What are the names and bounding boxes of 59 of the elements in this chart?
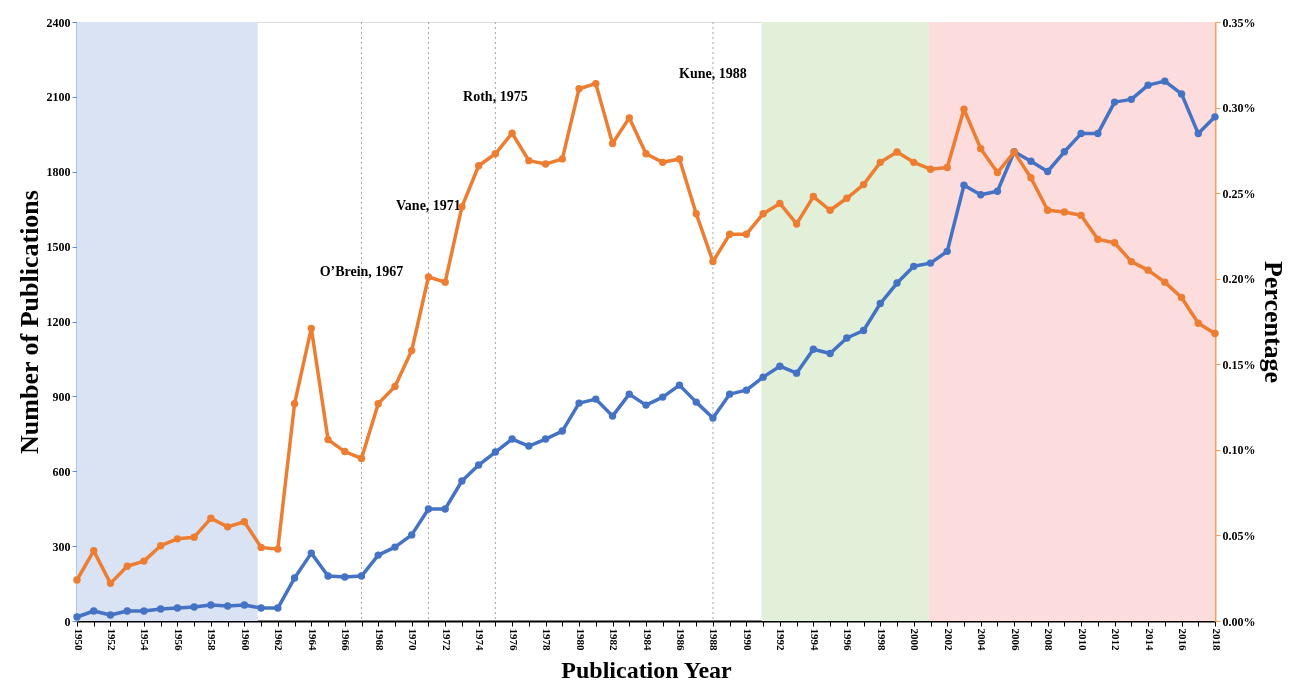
y-axis-title: Number of Publications xyxy=(14,190,44,454)
x-tick-label: 1962 xyxy=(273,628,286,651)
x-axis-title: Publication Year xyxy=(561,656,733,683)
x-tick-label: 1980 xyxy=(574,628,587,651)
y-tick-label: 0 xyxy=(64,614,71,629)
y-tick-label: 2100 xyxy=(46,90,71,105)
x-tick-label: 1960 xyxy=(239,628,252,651)
ref-line-label: Vane, 1971 xyxy=(396,198,461,213)
y2-axis-title: Percentage xyxy=(1258,260,1288,384)
x-tick-label: 2014 xyxy=(1143,628,1156,651)
y-tick-label: 900 xyxy=(52,389,71,404)
y-tick-label: 1500 xyxy=(46,240,71,255)
y2-tick-label: 0.25% xyxy=(1222,186,1256,201)
x-tick-label: 2004 xyxy=(976,628,989,651)
x-tick-label: 1952 xyxy=(105,628,118,651)
x-tick-label: 1964 xyxy=(306,628,319,651)
y2-tick-label: 0.35% xyxy=(1222,15,1256,30)
x-tick-label: 1974 xyxy=(474,628,487,651)
x-tick-label: 1988 xyxy=(708,628,721,651)
x-tick-label: 2002 xyxy=(942,628,955,651)
y-tick-label: 1200 xyxy=(46,315,71,329)
x-tick-label: 1970 xyxy=(407,628,420,651)
x-tick-label: 2010 xyxy=(1076,628,1089,651)
y-tick-label: 1800 xyxy=(46,165,71,180)
x-tick-label: 1968 xyxy=(373,628,386,651)
x-tick-label: 1996 xyxy=(842,628,855,651)
x-tick-label: 1978 xyxy=(541,628,554,651)
x-tick-label: 1958 xyxy=(206,628,219,651)
y2-tick-label: 0.00% xyxy=(1222,614,1256,629)
x-tick-label: 2000 xyxy=(909,628,922,651)
x-tick-label: 1972 xyxy=(440,628,453,651)
y2-tick-label: 0.15% xyxy=(1222,357,1256,372)
x-tick-label: 1966 xyxy=(340,628,353,651)
x-tick-label: 1950 xyxy=(72,628,85,651)
y2-tick-label: 0.05% xyxy=(1222,528,1256,543)
x-tick-label: 1986 xyxy=(674,628,687,651)
x-tick-label: 2018 xyxy=(1210,628,1223,651)
x-tick-label: 2012 xyxy=(1110,628,1123,651)
y-tick-label: 2400 xyxy=(46,15,71,30)
y2-tick-label: 0.30% xyxy=(1222,101,1256,116)
y2-tick-label: 0.10% xyxy=(1222,443,1256,458)
x-tick-label: 2008 xyxy=(1043,628,1056,651)
x-tick-label: 1990 xyxy=(741,628,754,651)
y-tick-label: 300 xyxy=(52,539,71,554)
x-tick-label: 1992 xyxy=(775,628,788,651)
y-tick-label: 600 xyxy=(52,464,71,479)
y2-tick-label: 0.20% xyxy=(1222,272,1256,287)
ref-line-label: Kune, 1988 xyxy=(679,66,747,81)
ref-line-label: O’Brein, 1967 xyxy=(319,264,404,279)
x-tick-label: 1998 xyxy=(875,628,888,651)
x-tick-label: 1994 xyxy=(808,628,821,651)
x-tick-label: 1982 xyxy=(608,628,621,651)
x-tick-label: 1984 xyxy=(641,628,654,651)
x-tick-label: 1954 xyxy=(139,628,152,651)
ref-line-label: Roth, 1975 xyxy=(463,89,528,104)
x-tick-label: 2016 xyxy=(1177,628,1190,651)
x-tick-label: 1956 xyxy=(172,628,185,651)
x-tick-label: 1976 xyxy=(507,628,520,651)
x-tick-label: 2006 xyxy=(1009,628,1022,651)
